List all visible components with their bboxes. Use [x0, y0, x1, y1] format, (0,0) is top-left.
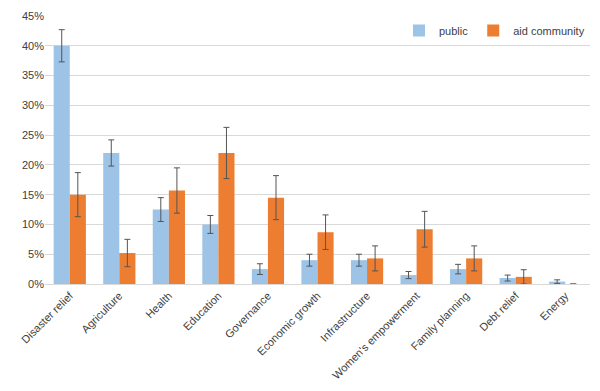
svg-text:Agriculture: Agriculture — [79, 290, 125, 336]
svg-text:5%: 5% — [28, 248, 44, 260]
svg-text:40%: 40% — [22, 40, 44, 52]
svg-text:Infrastructure: Infrastructure — [318, 290, 372, 344]
svg-text:0%: 0% — [28, 278, 44, 290]
svg-text:public: public — [439, 25, 468, 37]
svg-text:20%: 20% — [22, 159, 44, 171]
svg-text:10%: 10% — [22, 218, 44, 230]
svg-text:Debt relief: Debt relief — [477, 289, 522, 334]
svg-text:aid community: aid community — [513, 25, 584, 37]
svg-text:Governance: Governance — [222, 290, 273, 341]
svg-text:Health: Health — [143, 290, 174, 321]
svg-text:45%: 45% — [22, 10, 44, 22]
svg-text:Education: Education — [181, 290, 224, 333]
svg-text:35%: 35% — [22, 69, 44, 81]
svg-text:25%: 25% — [22, 129, 44, 141]
svg-text:15%: 15% — [22, 189, 44, 201]
svg-text:Family planning: Family planning — [408, 290, 471, 353]
svg-text:Energy: Energy — [537, 289, 570, 322]
svg-text:30%: 30% — [22, 99, 44, 111]
svg-text:Disaster relief: Disaster relief — [19, 289, 76, 346]
svg-text:Women's empowerment: Women's empowerment — [330, 290, 422, 382]
svg-text:Economic growth: Economic growth — [255, 290, 323, 358]
